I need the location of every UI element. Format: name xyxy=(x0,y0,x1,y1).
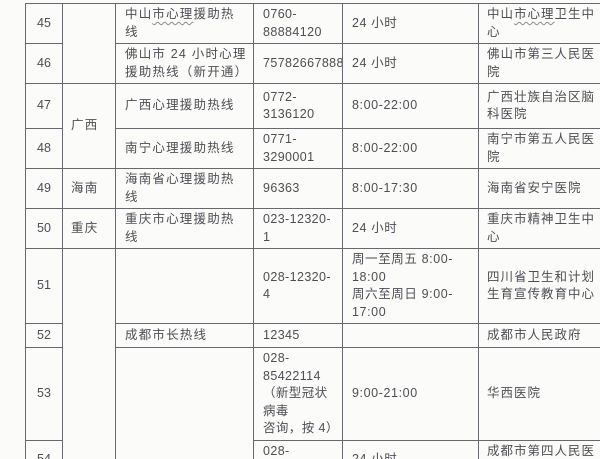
org-part: 卫生中心 xyxy=(487,7,596,39)
cell-organization: 重庆市精神卫生中心 xyxy=(478,208,600,249)
cell-phone: 028-85422114 （新型冠状病毒咨询，按 4） xyxy=(253,347,343,441)
cell-row-no: 52 xyxy=(25,323,63,348)
hours-line: 周六至周日 9:00-17:00 xyxy=(352,287,454,319)
cell-hotline-name: 海南省心理援助热线 xyxy=(115,168,254,209)
org-part: 中山 xyxy=(487,7,515,21)
cell-phone: 12345 xyxy=(253,323,343,348)
cell-row-no: 45 xyxy=(25,3,63,44)
cell-hotline-name: 重庆市心理援助热线 xyxy=(115,208,254,249)
table-row: 51 四川 028-12320-4 周一至周五 8:00-18:00周六至周日 … xyxy=(25,248,600,459)
table-row: 45 中山市心理援助热线 0760-88884120 24 小时 中山市心理卫生… xyxy=(25,3,600,84)
table-row: 47 广西 广西心理援助热线 0772-3136120 8:00-22:00 广… xyxy=(25,83,600,169)
cell-phone: 75782667888 xyxy=(253,43,343,84)
cell-phone: 028-12320-4 xyxy=(253,248,343,324)
cell-hours: 8:00-22:00 xyxy=(342,83,479,129)
cell-region-guangxi: 广西 xyxy=(62,83,116,169)
cell-hours xyxy=(342,323,479,348)
cell-region-hainan: 海南 xyxy=(62,168,116,209)
cell-row-no: 49 xyxy=(25,168,63,209)
table-row: 52 成都市长热线 12345 成都市人民政府 xyxy=(25,323,600,348)
cell-organization: 四川省卫生和计划生育宣传教育中心 xyxy=(478,248,600,324)
cell-organization: 华西医院 xyxy=(478,347,600,441)
cell-organization: 广西壮族自治区脑科医院 xyxy=(478,83,600,129)
hours-line: 周一至周五 8:00-18:00 xyxy=(352,252,454,284)
cell-region-guangdong xyxy=(62,3,116,84)
cell-hotline-name-merged: 成都市心理援助热线 xyxy=(115,347,254,459)
cell-hours: 24 小时 xyxy=(342,439,479,459)
table-row: 50 重庆 重庆市心理援助热线 023-12320-1 24 小时 重庆市精神卫… xyxy=(25,208,600,249)
cell-phone: 0760-88884120 xyxy=(253,3,343,44)
cell-organization: 南宁市第五人民医院 xyxy=(478,128,600,169)
cell-hotline-name: 佛山市 24 小时心理援助热线（新开通） xyxy=(115,43,254,84)
hotline-table: 45 中山市心理援助热线 0760-88884120 24 小时 中山市心理卫生… xyxy=(25,3,600,459)
cell-phone: 028-87577510 xyxy=(253,439,343,459)
cell-hours: 24 小时 xyxy=(342,208,479,249)
name-part: 援助热线 xyxy=(125,7,235,39)
cell-phone: 023-12320-1 xyxy=(253,208,343,249)
cell-row-no: 50 xyxy=(25,208,63,249)
phone-line: 028-85422114 xyxy=(263,351,321,383)
table-row: 49 海南 海南省心理援助热线 96363 8:00-17:30 海南省安宁医院 xyxy=(25,168,600,209)
cell-hotline-name: 中山市心理援助热线 xyxy=(115,3,254,44)
cell-hours: 24 小时 xyxy=(342,3,479,44)
cell-hours: 24 小时 xyxy=(342,43,479,84)
name-part: 中山 xyxy=(125,7,153,21)
cell-organization: 海南省安宁医院 xyxy=(478,168,600,209)
cell-region-chongqing: 重庆 xyxy=(62,208,116,249)
cell-hours: 周一至周五 8:00-18:00 周六至周日 9:00-17:00 xyxy=(342,248,479,324)
cell-row-no: 51 xyxy=(25,248,63,324)
cell-hours: 8:00-22:00 xyxy=(342,128,479,169)
cell-row-no: 46 xyxy=(25,43,63,84)
cell-phone: 96363 xyxy=(253,168,343,209)
name-part-wavy-underline: 市心理 xyxy=(152,7,194,21)
cell-organization: 成都市人民政府 xyxy=(478,323,600,348)
phone-line: 咨询，按 4） xyxy=(263,421,339,435)
org-part-wavy-underline: 市心理 xyxy=(514,7,555,21)
cell-hours: 8:00-17:30 xyxy=(342,168,479,209)
cell-row-no: 48 xyxy=(25,128,63,169)
cell-organization: 成都市第四人民医院 xyxy=(478,439,600,459)
cell-organization: 佛山市第三人民医院 xyxy=(478,43,600,84)
cell-region-sichuan: 四川 xyxy=(62,248,116,459)
table-row: 46 佛山市 24 小时心理援助热线（新开通） 75782667888 24 小… xyxy=(25,43,600,84)
cell-organization: 中山市心理卫生中心 xyxy=(478,3,600,44)
cell-phone: 0772-3136120 xyxy=(253,83,343,129)
phone-line: （新型冠状病毒 xyxy=(263,386,328,418)
cell-hotline-name: 南宁心理援助热线 xyxy=(115,128,254,169)
table-row: 54 028-87577510 24 小时 成都市第四人民医院 xyxy=(25,439,600,459)
cell-hotline-name xyxy=(115,248,254,324)
cell-hotline-name: 成都市长热线 xyxy=(115,323,254,348)
cell-hotline-name: 广西心理援助热线 xyxy=(115,83,254,129)
cell-phone: 0771-3290001 xyxy=(253,128,343,169)
cell-hours: 9:00-21:00 xyxy=(342,347,479,441)
cell-row-no: 54 xyxy=(25,439,63,459)
cell-row-no: 53 xyxy=(25,347,63,441)
cell-row-no: 47 xyxy=(25,83,63,129)
